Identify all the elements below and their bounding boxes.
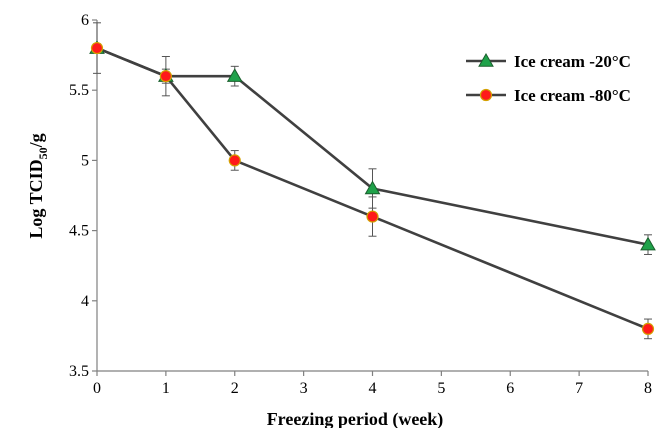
data-point-series-2	[641, 322, 655, 335]
data-point-series-2	[366, 210, 379, 223]
y-tick-label: 5	[81, 152, 89, 169]
x-axis-title: Freezing period (week)	[267, 409, 444, 428]
data-point-series-1	[640, 236, 656, 251]
legend-label: Ice cream -20°C	[514, 52, 631, 71]
data-point-series-1	[364, 180, 381, 195]
legend-marker	[479, 88, 493, 102]
legend-label: Ice cream -80°C	[514, 86, 631, 105]
data-point-series-2	[159, 70, 172, 83]
y-tick-label: 4.5	[69, 223, 89, 240]
data-point-series-1	[226, 68, 243, 82]
x-tick-label: 6	[506, 380, 514, 397]
y-tick-label: 3.5	[69, 363, 89, 380]
x-tick-label: 8	[644, 380, 652, 397]
x-tick-label: 0	[93, 380, 101, 397]
y-tick-label: 6	[81, 12, 89, 29]
data-point-series-2	[228, 154, 241, 167]
x-tick-label: 5	[437, 380, 445, 397]
y-axis-title: Log TCID50/g	[26, 133, 50, 238]
x-tick-label: 7	[575, 380, 583, 397]
data-point-series-2	[90, 41, 104, 55]
x-tick-label: 2	[231, 380, 239, 397]
x-tick-label: 1	[162, 380, 170, 397]
legend: Ice cream -20°C Ice cream -80°C	[466, 52, 631, 105]
legend-marker	[478, 52, 494, 67]
x-tick-label: 4	[369, 380, 377, 397]
x-tick-label: 3	[300, 380, 308, 397]
y-tick-label: 4	[81, 293, 89, 310]
y-tick-label: 5.5	[69, 82, 89, 99]
